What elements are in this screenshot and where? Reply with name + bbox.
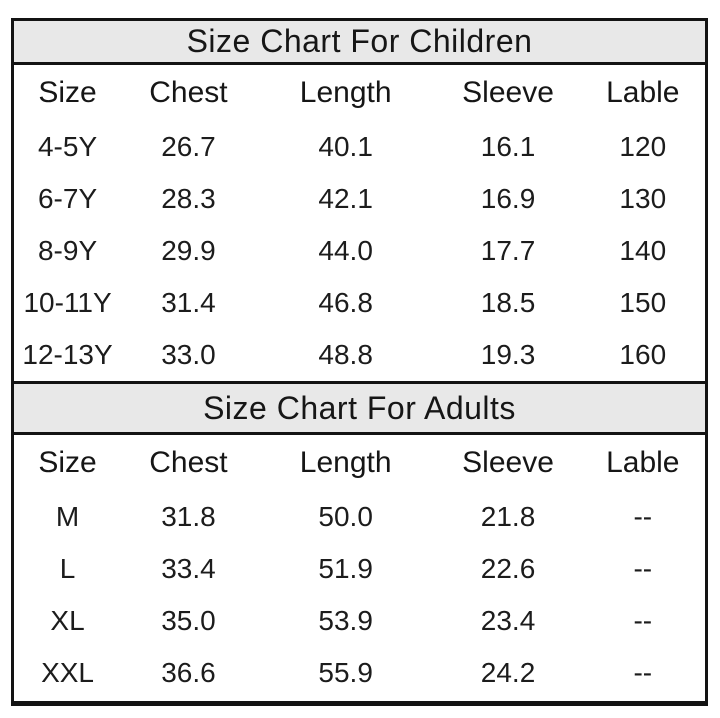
table-row-12-13y: 12-13Y 33.0 48.8 19.3 160	[14, 329, 705, 381]
sleeve-cell: 24.2	[480, 657, 536, 688]
table-row-xxl: XXL 36.6 55.9 24.2 --	[14, 647, 705, 699]
column-header-sleeve: Sleeve	[462, 76, 554, 109]
children-header-row: Size Chest Length Sleeve Lable	[14, 65, 705, 121]
size-chart-frame: Size Chart For Children Size Chest Lengt…	[11, 18, 708, 706]
length-cell: 55.9	[318, 657, 373, 688]
lable-cell: --	[633, 605, 653, 636]
sleeve-cell: 22.6	[480, 553, 536, 584]
sleeve-cell: 17.7	[480, 235, 536, 266]
column-header-chest: Chest	[149, 76, 228, 109]
length-cell: 50.0	[318, 501, 373, 532]
length-cell: 40.1	[318, 131, 373, 162]
sleeve-cell: 21.8	[480, 501, 536, 532]
chest-cell: 35.0	[161, 605, 216, 636]
chest-cell: 28.3	[161, 183, 216, 214]
length-cell: 42.1	[318, 183, 373, 214]
size-cell: 8-9Y	[37, 235, 98, 266]
table-row-m: M 31.8 50.0 21.8 --	[14, 491, 705, 543]
table-row-6-7y: 6-7Y 28.3 42.1 16.9 130	[14, 173, 705, 225]
lable-cell: 130	[619, 183, 667, 214]
size-cell: M	[55, 501, 80, 532]
size-cell: 12-13Y	[22, 339, 113, 370]
sleeve-cell: 16.9	[480, 183, 536, 214]
adults-header-row: Size Chest Length Sleeve Lable	[14, 435, 705, 491]
table-row-10-11y: 10-11Y 31.4 46.8 18.5 150	[14, 277, 705, 329]
column-header-length: Length	[299, 76, 392, 109]
length-cell: 48.8	[318, 339, 373, 370]
column-header-lable: Lable	[606, 76, 680, 109]
sleeve-cell: 23.4	[480, 605, 536, 636]
lable-cell: --	[633, 553, 653, 584]
length-cell: 46.8	[318, 287, 373, 318]
length-cell: 51.9	[318, 553, 373, 584]
children-table-title: Size Chart For Children	[14, 21, 705, 65]
sleeve-cell: 19.3	[480, 339, 536, 370]
table-row-4-5y: 4-5Y 26.7 40.1 16.1 120	[14, 121, 705, 173]
column-header-chest: Chest	[149, 446, 228, 479]
chest-cell: 33.0	[161, 339, 216, 370]
lable-cell: 120	[619, 131, 667, 162]
adults-table-title: Size Chart For Adults	[14, 381, 705, 435]
chest-cell: 31.8	[161, 501, 216, 532]
column-header-lable: Lable	[606, 446, 680, 479]
size-cell: 6-7Y	[37, 183, 98, 214]
adults-size-table: Size Chart For Adults Size Chest Length …	[14, 381, 705, 701]
children-size-table: Size Chart For Children Size Chest Lengt…	[14, 21, 705, 381]
length-cell: 53.9	[318, 605, 373, 636]
sleeve-cell: 18.5	[480, 287, 536, 318]
lable-cell: 150	[619, 287, 667, 318]
table-row-8-9y: 8-9Y 29.9 44.0 17.7 140	[14, 225, 705, 277]
size-cell: XXL	[41, 657, 95, 688]
lable-cell: --	[633, 657, 653, 688]
chest-cell: 36.6	[161, 657, 216, 688]
length-cell: 44.0	[318, 235, 373, 266]
size-cell: 4-5Y	[37, 131, 98, 162]
lable-cell: 160	[619, 339, 667, 370]
column-header-size: Size	[38, 446, 97, 479]
chest-cell: 29.9	[161, 235, 216, 266]
size-cell: 10-11Y	[23, 287, 112, 318]
chest-cell: 31.4	[161, 287, 216, 318]
lable-cell: 140	[619, 235, 667, 266]
column-header-sleeve: Sleeve	[462, 446, 554, 479]
chest-cell: 33.4	[161, 553, 216, 584]
column-header-length: Length	[299, 446, 392, 479]
lable-cell: --	[633, 501, 653, 532]
table-row-l: L 33.4 51.9 22.6 --	[14, 543, 705, 595]
sleeve-cell: 16.1	[480, 131, 536, 162]
column-header-size: Size	[38, 76, 97, 109]
chest-cell: 26.7	[161, 131, 216, 162]
size-cell: L	[59, 553, 76, 584]
table-row-xl: XL 35.0 53.9 23.4 --	[14, 595, 705, 647]
size-cell: XL	[50, 605, 85, 636]
